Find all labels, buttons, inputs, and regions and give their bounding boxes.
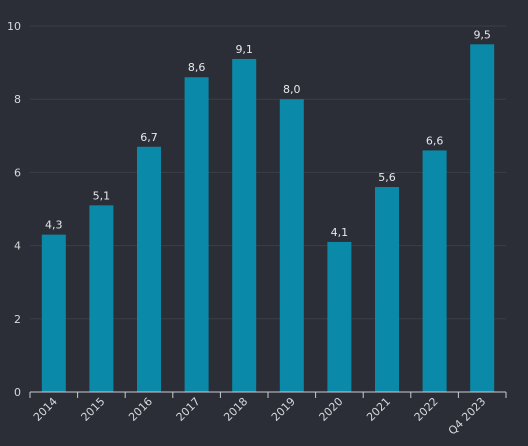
data-label: 8,6: [188, 61, 206, 74]
y-tick-label: 0: [14, 386, 21, 399]
x-tick-label: 2016: [126, 395, 155, 424]
data-label: 4,1: [331, 226, 349, 239]
y-tick-label: 6: [14, 166, 21, 179]
bar: [89, 205, 114, 392]
bars: [41, 44, 495, 393]
data-label: 8,0: [283, 83, 301, 96]
y-axis: 0 2 4 6 8 10: [7, 20, 21, 399]
data-label: 6,6: [426, 134, 444, 147]
data-label: 4,3: [45, 219, 63, 232]
x-tick-label: Q4 2023: [446, 395, 489, 438]
bar: [327, 241, 352, 392]
x-tick-label: 2014: [31, 395, 60, 424]
bar: [279, 99, 304, 392]
bar: [422, 150, 447, 392]
x-tick-label: 2017: [174, 395, 203, 424]
y-tick-label: 8: [14, 93, 21, 106]
bar: [137, 146, 161, 392]
data-labels: 4,3 5,1 6,7 8,6 9,1 8,0 4,1 5,6 6,6 9,5: [45, 28, 491, 239]
x-tick-label: 2020: [317, 395, 346, 424]
y-tick-label: 4: [14, 240, 21, 253]
bar: [41, 234, 66, 392]
x-tick-label: 2018: [221, 395, 250, 424]
bar: [232, 58, 257, 392]
data-label: 9,1: [235, 43, 253, 56]
data-label: 6,7: [140, 131, 158, 144]
x-tick-label: 2015: [79, 395, 108, 424]
data-label: 5,6: [378, 171, 396, 184]
x-axis: 2014 2015 2016 2017 2018 2019 2020 2021 2022 Q4 2…: [29, 391, 507, 438]
bar: [375, 187, 399, 392]
x-tick-label: 2022: [412, 395, 441, 424]
y-tick-label: 10: [7, 20, 21, 33]
data-label: 9,5: [473, 28, 491, 41]
x-tick-label: 2019: [269, 395, 298, 424]
bar: [184, 77, 209, 393]
x-tick-label: 2021: [364, 395, 393, 424]
data-label: 5,1: [93, 189, 111, 202]
y-tick-label: 2: [14, 313, 21, 326]
bar: [470, 44, 495, 393]
